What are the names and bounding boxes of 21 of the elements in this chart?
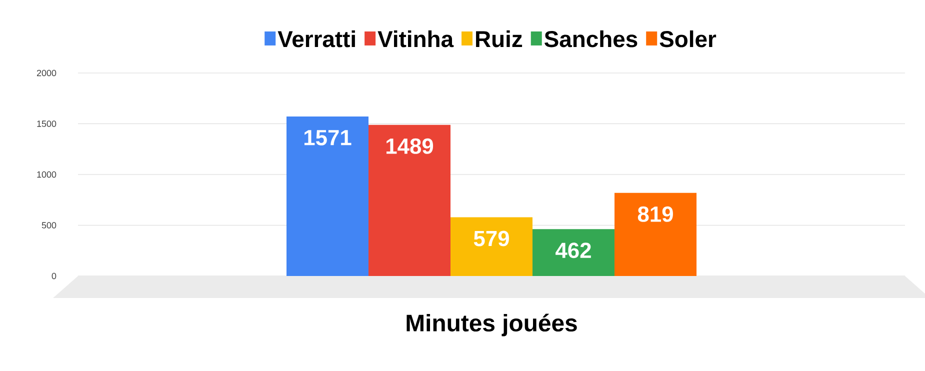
y-tick-label: 1500 [37, 120, 56, 127]
bar [532, 229, 615, 276]
y-tick-label: 500 [42, 222, 56, 228]
legend-label: Verratti [278, 30, 355, 48]
bar [614, 192, 697, 276]
legend-label: Vitinha [378, 30, 454, 48]
y-tick-label: 1000 [37, 171, 56, 178]
x-tick-label: Minutes jouées [406, 314, 577, 336]
legend-label: Soler [660, 30, 716, 48]
data-label: 819 [638, 206, 673, 222]
data-label: 462 [556, 242, 591, 258]
data-label: 579 [474, 230, 509, 246]
legend-label: Sanches [544, 30, 638, 48]
y-tick-label: 2000 [36, 70, 56, 76]
y-tick-label: 0 [52, 272, 56, 280]
data-label: 1571 [304, 130, 352, 146]
data-label: 1489 [386, 138, 434, 154]
legend-label: Ruiz [476, 30, 522, 48]
bar [450, 217, 533, 276]
bar [286, 116, 369, 276]
bar [368, 124, 451, 276]
